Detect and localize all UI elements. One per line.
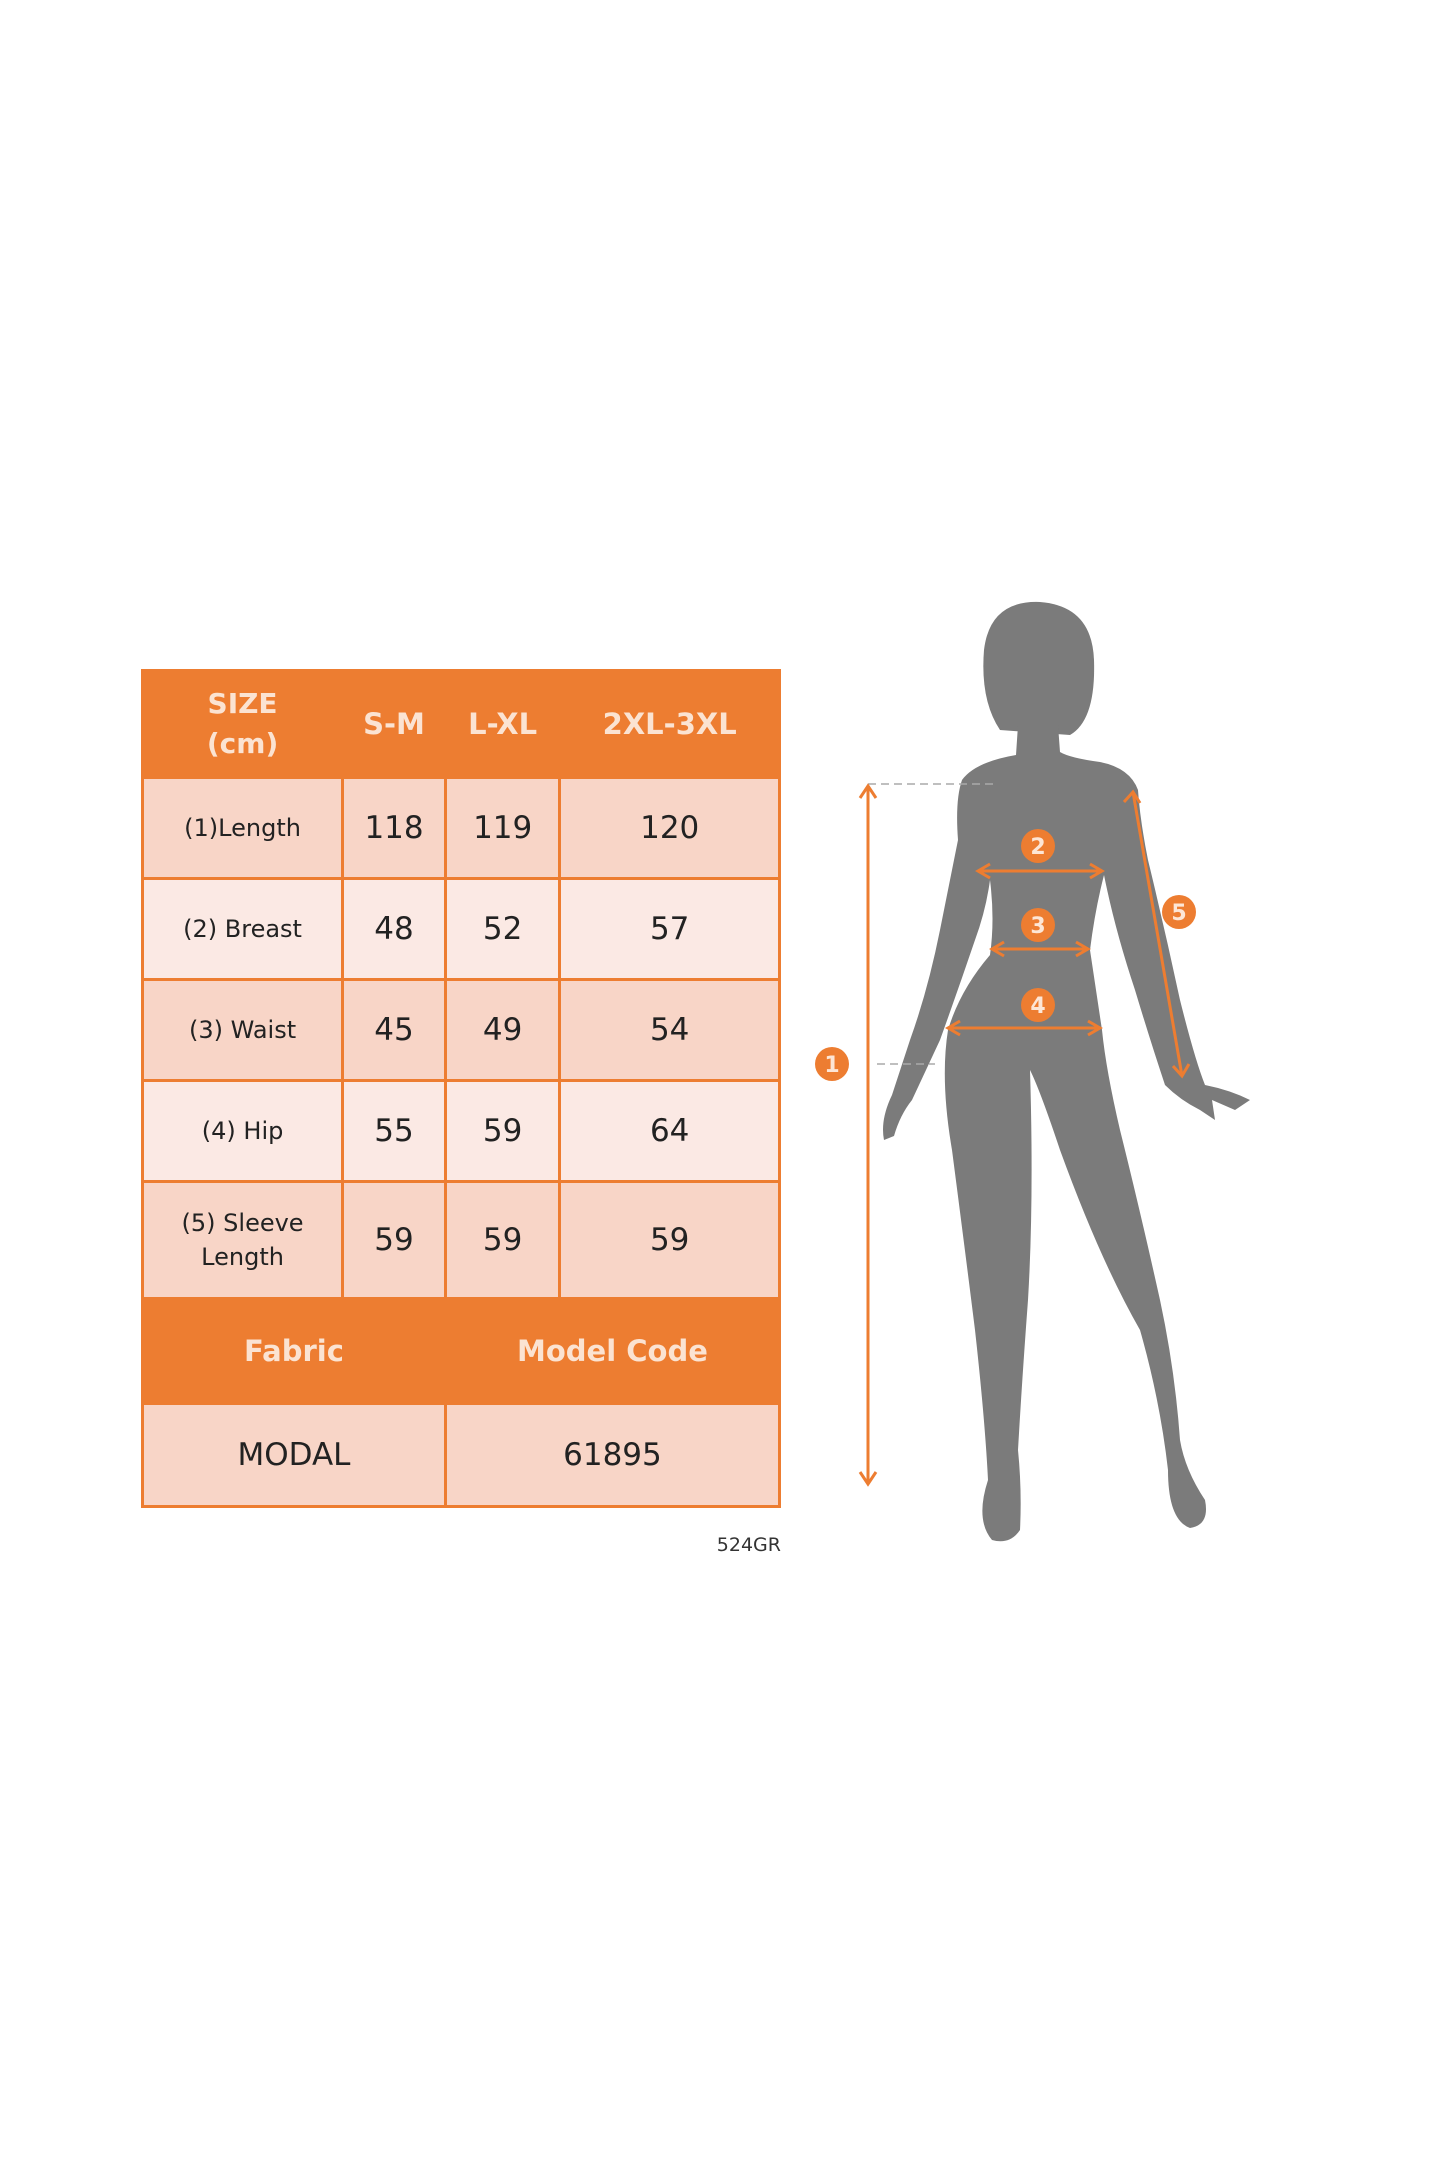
header-size-line1: SIZE <box>207 687 278 720</box>
row-label: (5) Sleeve Length <box>144 1183 342 1297</box>
row-label-line2: Length <box>201 1243 284 1271</box>
table-row: (5) Sleeve Length 59 59 59 <box>144 1183 778 1297</box>
cell: 55 <box>344 1082 444 1180</box>
cell: 59 <box>344 1183 444 1297</box>
footer-header-row: Fabric Model Code <box>144 1300 778 1402</box>
row-label: (1)Length <box>144 779 342 877</box>
header-l-xl: L-XL <box>446 672 559 776</box>
header-size-line2: (cm) <box>206 727 279 760</box>
silhouette <box>883 601 1250 1542</box>
length-arrow <box>858 783 878 1487</box>
silhouette-hair <box>983 601 1095 735</box>
badge-2: 2 <box>1021 829 1055 863</box>
footer-value-row: MODAL 61895 <box>144 1405 778 1505</box>
row-label: (4) Hip <box>144 1082 342 1180</box>
cell: 64 <box>561 1082 778 1180</box>
table-row: (3) Waist 45 49 54 <box>144 981 778 1079</box>
waist-arrow <box>989 940 1091 958</box>
cell: 120 <box>561 779 778 877</box>
code-note: 524GR <box>716 1534 781 1556</box>
silhouette-body <box>883 725 1250 1542</box>
header-size: SIZE (cm) <box>144 672 342 776</box>
row-label: (3) Waist <box>144 981 342 1079</box>
row-label-line1: (5) Sleeve <box>181 1209 304 1237</box>
model-code-header: Model Code <box>446 1300 778 1402</box>
cell: 59 <box>446 1183 559 1297</box>
cell: 118 <box>344 779 444 877</box>
table-row: (1)Length 118 119 120 <box>144 779 778 877</box>
cell: 59 <box>561 1183 778 1297</box>
svg-text:1: 1 <box>824 1053 839 1078</box>
size-chart-table: SIZE (cm) S-M L-XL 2XL-3XL (1)Length 118 … <box>141 669 781 1508</box>
badge-4: 4 <box>1021 988 1055 1022</box>
table-header-row: SIZE (cm) S-M L-XL 2XL-3XL <box>144 672 778 776</box>
cell: 45 <box>344 981 444 1079</box>
badge-5: 5 <box>1162 895 1196 929</box>
svg-text:5: 5 <box>1171 901 1186 926</box>
row-label: (2) Breast <box>144 880 342 978</box>
breast-arrow <box>975 862 1105 880</box>
cell: 119 <box>446 779 559 877</box>
cell: 57 <box>561 880 778 978</box>
model-code-value: 61895 <box>446 1405 778 1505</box>
table-row: (4) Hip 55 59 64 <box>144 1082 778 1180</box>
badge-3: 3 <box>1021 908 1055 942</box>
cell: 54 <box>561 981 778 1079</box>
cell: 49 <box>446 981 559 1079</box>
svg-text:4: 4 <box>1030 994 1045 1019</box>
hip-arrow <box>945 1019 1103 1037</box>
fabric-header: Fabric <box>144 1300 444 1402</box>
header-s-m: S-M <box>344 672 444 776</box>
sleeve-arrow <box>1122 789 1191 1079</box>
header-2xl-3xl: 2XL-3XL <box>561 672 778 776</box>
cell: 59 <box>446 1082 559 1180</box>
svg-text:2: 2 <box>1030 835 1045 860</box>
svg-text:3: 3 <box>1030 914 1045 939</box>
fabric-value: MODAL <box>144 1405 444 1505</box>
cell: 48 <box>344 880 444 978</box>
measurement-badges: 1 2 3 4 5 <box>815 829 1196 1081</box>
badge-1: 1 <box>815 1047 849 1081</box>
table-row: (2) Breast 48 52 57 <box>144 880 778 978</box>
measurement-guides <box>858 783 1191 1487</box>
cell: 52 <box>446 880 559 978</box>
